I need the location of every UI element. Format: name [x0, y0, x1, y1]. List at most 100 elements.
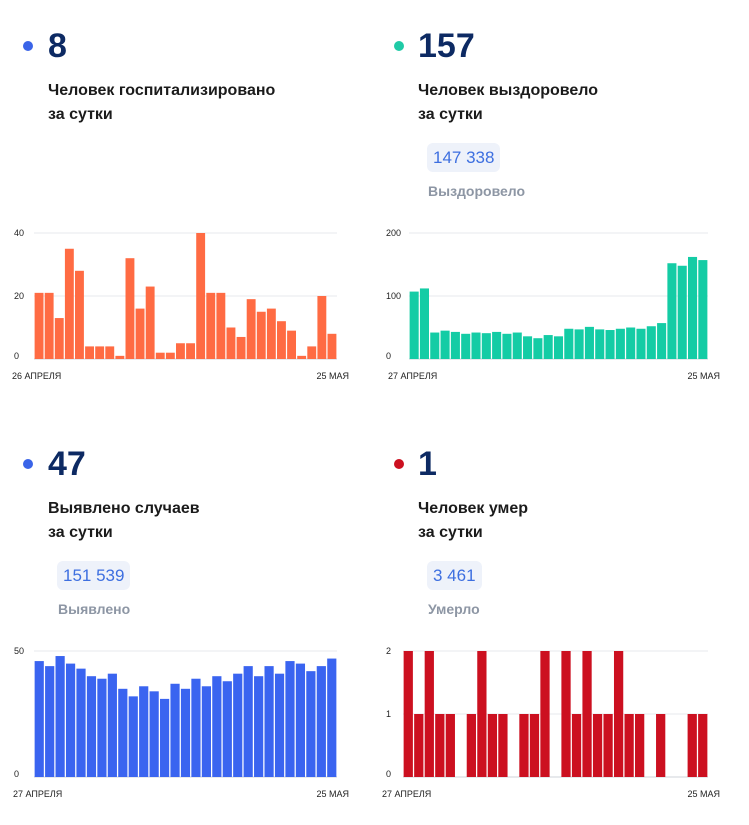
bar — [105, 346, 115, 359]
detected-caption-line1: Выявлено случаев — [48, 500, 200, 517]
bar — [595, 329, 605, 359]
bar — [582, 651, 592, 777]
bar — [135, 308, 145, 359]
bar — [155, 352, 165, 359]
deaths-indicator-dot — [394, 459, 404, 469]
recovered-caption: Человек выздоровело за сутки — [418, 79, 598, 127]
bar — [149, 691, 159, 777]
bar — [201, 686, 211, 777]
bar — [222, 681, 232, 777]
bar — [440, 330, 450, 359]
deaths-count: 1 — [418, 445, 437, 483]
bar — [86, 676, 97, 777]
bar — [107, 673, 117, 777]
bar — [206, 292, 216, 359]
bar — [698, 260, 708, 359]
detected-chart: 0 50 27 АПРЕЛЯ 25 МАЯ — [13, 646, 349, 799]
bar — [435, 714, 445, 777]
deaths-caption: Человек умер за сутки — [418, 497, 528, 545]
bar — [233, 673, 243, 777]
bar — [502, 333, 512, 359]
y-tick-label: 50 — [14, 646, 24, 656]
bar — [574, 329, 584, 359]
bar — [54, 318, 64, 359]
deaths-total-label: Умерло — [428, 601, 480, 617]
deaths-total-badge: 3 461 — [427, 561, 482, 590]
bar — [196, 233, 206, 359]
bar — [256, 311, 266, 359]
bar — [287, 330, 296, 359]
bar — [688, 256, 698, 359]
detected-caption: Выявлено случаев за сутки — [48, 497, 200, 545]
recovered-total-badge: 147 338 — [427, 143, 501, 172]
bar — [97, 678, 107, 777]
recovered-count: 157 — [418, 27, 475, 65]
x-end-date-label: 25 МАЯ — [316, 371, 349, 381]
y-tick-label: 0 — [386, 769, 391, 779]
x-start-date-label: 27 АПРЕЛЯ — [13, 789, 62, 799]
bar — [636, 328, 646, 359]
bar — [243, 666, 253, 777]
bar — [635, 714, 645, 777]
bar — [626, 327, 636, 359]
bar — [529, 714, 540, 777]
bar — [226, 327, 236, 359]
bar — [44, 292, 54, 359]
y-tick-label: 2 — [386, 646, 391, 656]
x-end-date-label: 25 МАЯ — [316, 789, 349, 799]
bar — [646, 326, 656, 359]
bar — [498, 714, 508, 777]
bar — [481, 333, 491, 359]
bar — [128, 696, 138, 777]
bar — [295, 663, 306, 777]
bar — [246, 299, 256, 359]
bar — [277, 321, 286, 359]
bar — [450, 331, 460, 359]
x-end-date-label: 25 МАЯ — [687, 789, 720, 799]
bar — [176, 343, 185, 359]
bar — [186, 343, 195, 359]
bar — [317, 296, 327, 359]
recovered-caption-line2: за сутки — [418, 106, 483, 123]
hospitalized-caption-line1: Человек госпитализировано — [48, 82, 276, 99]
bar — [64, 248, 74, 359]
bar — [409, 291, 419, 359]
bar — [657, 323, 667, 359]
hospitalized-caption-line2: за сутки — [48, 106, 113, 123]
bar — [316, 666, 326, 777]
bar — [466, 714, 476, 777]
bar — [564, 328, 574, 359]
bar — [424, 651, 434, 777]
bar — [118, 688, 128, 777]
bar — [212, 676, 222, 777]
recovered-total-label: Выздоровело — [428, 183, 526, 199]
hospitalized-caption: Человек госпитализировано за сутки — [48, 79, 275, 127]
bar — [65, 663, 76, 777]
bar — [624, 714, 634, 777]
bar — [561, 651, 571, 777]
recovered-indicator-dot — [394, 41, 404, 51]
bar — [236, 336, 246, 359]
bar — [512, 332, 522, 359]
bar — [592, 714, 603, 777]
bar — [145, 286, 155, 359]
bar — [445, 714, 455, 777]
bar — [553, 336, 564, 359]
hospitalized-chart: 0 20 40 26 АПРЕЛЯ 25 МАЯ — [12, 228, 349, 381]
bar — [540, 651, 550, 777]
bar — [430, 332, 440, 359]
bar — [34, 661, 44, 777]
bar — [584, 326, 594, 359]
hospitalized-count: 8 — [48, 27, 67, 65]
deaths-caption-line1: Человек умер — [418, 500, 529, 517]
deaths-caption-line2: за сутки — [418, 524, 483, 541]
bar — [115, 355, 125, 359]
detected-indicator-dot — [23, 459, 33, 469]
bar — [266, 308, 276, 359]
y-tick-label: 100 — [386, 291, 401, 301]
x-start-date-label: 26 АПРЕЛЯ — [12, 371, 61, 381]
y-tick-label: 200 — [386, 228, 401, 238]
bar — [306, 671, 316, 777]
bar — [687, 714, 697, 777]
bar — [55, 656, 65, 777]
